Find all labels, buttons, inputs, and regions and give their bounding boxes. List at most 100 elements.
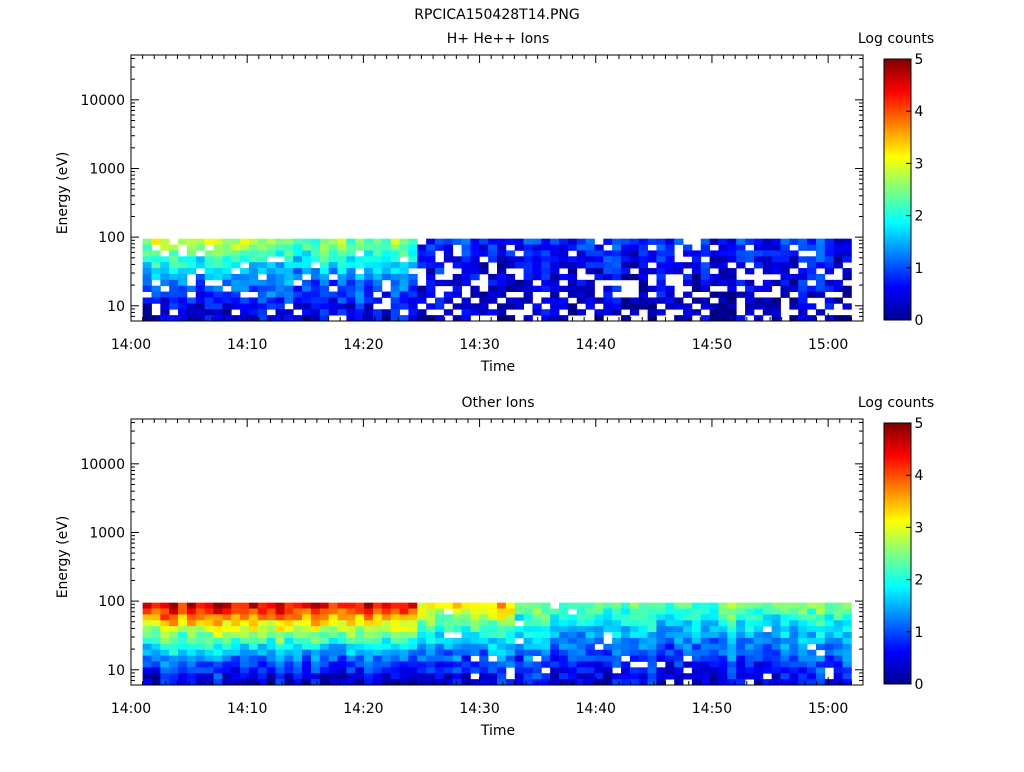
heatmap-cell bbox=[151, 291, 161, 298]
heatmap-cell bbox=[204, 673, 214, 680]
heatmap-cell bbox=[815, 643, 826, 651]
heatmap-cell bbox=[567, 238, 578, 245]
x-tick-label: 14:20 bbox=[343, 337, 383, 353]
heatmap-cell bbox=[736, 238, 746, 245]
heatmap-cell bbox=[319, 602, 330, 609]
heatmap-cell bbox=[328, 291, 338, 298]
heatmap-cell bbox=[532, 262, 542, 269]
heatmap-cell bbox=[789, 608, 799, 615]
heatmap-cell bbox=[700, 655, 711, 662]
heatmap-cell bbox=[815, 256, 826, 263]
heatmap-cell bbox=[160, 655, 170, 662]
heatmap-cell bbox=[240, 279, 250, 287]
heatmap-cell bbox=[381, 268, 392, 275]
heatmap-cell bbox=[700, 303, 711, 310]
heatmap-cell bbox=[683, 632, 693, 639]
heatmap-cell bbox=[399, 632, 409, 639]
heatmap-cell bbox=[434, 614, 445, 621]
heatmap-cell bbox=[355, 661, 365, 668]
heatmap-cell bbox=[727, 620, 737, 627]
heatmap-cell bbox=[833, 256, 843, 263]
heatmap-cell bbox=[762, 655, 773, 662]
heatmap-cell bbox=[798, 315, 808, 322]
heatmap-cell bbox=[169, 679, 179, 686]
heatmap-cell bbox=[461, 632, 471, 639]
heatmap-cell bbox=[700, 250, 711, 257]
heatmap-cell bbox=[169, 297, 179, 304]
heatmap-cell bbox=[355, 614, 365, 621]
heatmap-cell bbox=[621, 673, 631, 680]
heatmap-cell bbox=[364, 626, 374, 633]
heatmap-cell bbox=[319, 250, 330, 257]
heatmap-cell bbox=[319, 679, 330, 686]
heatmap-cell bbox=[594, 637, 604, 645]
heatmap-cell bbox=[585, 262, 595, 269]
heatmap-cell bbox=[293, 238, 303, 245]
heatmap-cell bbox=[186, 262, 197, 269]
heatmap-cell bbox=[452, 303, 462, 310]
heatmap-cell bbox=[665, 673, 675, 680]
heatmap-cell bbox=[532, 679, 542, 686]
heatmap-cell bbox=[638, 655, 649, 662]
heatmap-cell bbox=[691, 285, 702, 292]
heatmap-cell bbox=[727, 309, 737, 316]
heatmap-cell bbox=[762, 661, 773, 668]
heatmap-cell bbox=[337, 643, 347, 651]
heatmap-cell bbox=[364, 309, 374, 316]
heatmap-cell bbox=[355, 297, 365, 304]
heatmap-cell bbox=[559, 273, 569, 281]
heatmap-cell bbox=[151, 667, 161, 674]
heatmap-cell bbox=[798, 309, 808, 316]
heatmap-cell bbox=[798, 667, 808, 674]
heatmap-cell bbox=[240, 309, 250, 316]
heatmap-cell bbox=[824, 626, 835, 633]
heatmap-cell bbox=[399, 655, 409, 662]
heatmap-cell bbox=[523, 238, 533, 245]
heatmap-cell bbox=[231, 238, 241, 245]
heatmap-cell bbox=[621, 238, 631, 245]
heatmap-cell bbox=[178, 291, 188, 298]
heatmap-cell bbox=[355, 649, 365, 656]
heatmap-cell bbox=[178, 661, 188, 668]
heatmap-cell bbox=[638, 291, 649, 298]
heatmap-cell bbox=[248, 297, 259, 304]
heatmap-cell bbox=[443, 649, 454, 656]
heatmap-cell bbox=[470, 273, 480, 281]
heatmap-cell bbox=[408, 250, 418, 257]
heatmap-cell bbox=[798, 643, 808, 651]
heatmap-cell bbox=[248, 268, 259, 275]
figure-title: RPCICA150428T14.PNG bbox=[414, 7, 579, 23]
heatmap-cell bbox=[257, 268, 268, 275]
heatmap-cell bbox=[364, 608, 374, 615]
heatmap-cell bbox=[621, 608, 631, 615]
heatmap-cell bbox=[302, 632, 312, 639]
colorbar-tick-label: 0 bbox=[915, 313, 924, 329]
heatmap-cell bbox=[824, 649, 835, 656]
heatmap-cell bbox=[284, 273, 294, 281]
heatmap-cell bbox=[523, 279, 533, 287]
heatmap-cell bbox=[328, 661, 338, 668]
heatmap-cell bbox=[505, 273, 516, 281]
heatmap-cell bbox=[497, 614, 507, 621]
heatmap-cell bbox=[257, 297, 268, 304]
heatmap-cell bbox=[461, 679, 471, 686]
heatmap-cell bbox=[275, 614, 285, 621]
heatmap-cell bbox=[621, 268, 631, 275]
heatmap-cell bbox=[355, 632, 365, 639]
heatmap-cell bbox=[824, 238, 835, 245]
y-tick-label: 10000 bbox=[80, 93, 125, 109]
heatmap-cell bbox=[372, 238, 383, 245]
heatmap-cell bbox=[745, 285, 755, 292]
x-axis-label: Time bbox=[480, 723, 515, 739]
heatmap-cell bbox=[337, 602, 347, 609]
heatmap-cell bbox=[718, 309, 728, 316]
heatmap-cell bbox=[612, 649, 622, 656]
heatmap-cell bbox=[505, 238, 516, 245]
heatmap-cell bbox=[497, 626, 507, 633]
heatmap-cell bbox=[559, 244, 569, 251]
heatmap-cell bbox=[665, 262, 675, 269]
heatmap-cell bbox=[559, 608, 569, 615]
heatmap-cell bbox=[160, 303, 170, 310]
heatmap-cell bbox=[160, 291, 170, 298]
